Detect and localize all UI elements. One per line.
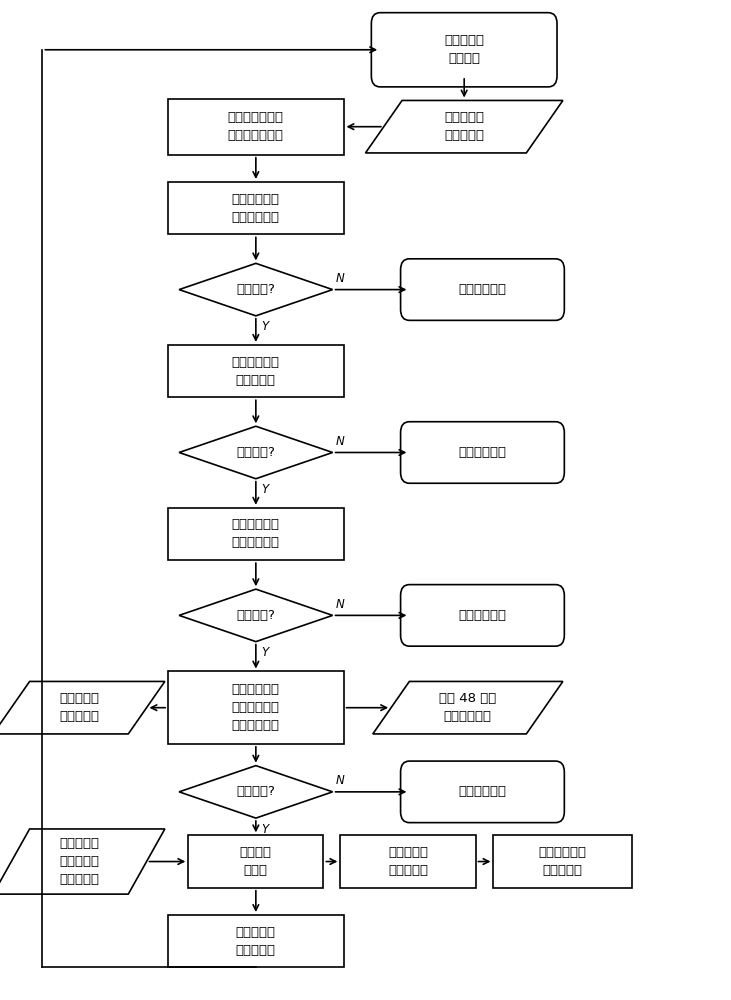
- Bar: [168, 508, 344, 560]
- Polygon shape: [0, 681, 164, 734]
- Bar: [341, 835, 476, 888]
- FancyBboxPatch shape: [401, 761, 564, 823]
- Text: 派发报错信息: 派发报错信息: [458, 785, 507, 798]
- Text: N: N: [336, 435, 344, 448]
- Text: 启动气象数值
预报模型运行: 启动气象数值 预报模型运行: [232, 518, 280, 549]
- Polygon shape: [0, 829, 164, 894]
- Bar: [168, 671, 344, 744]
- Text: 启动大气污染
气团扩散印痕
预报模型运行: 启动大气污染 气团扩散印痕 预报模型运行: [232, 683, 280, 732]
- Bar: [168, 99, 344, 155]
- Text: 生成当次预
报结果报告: 生成当次预 报结果报告: [236, 926, 276, 957]
- Text: 派发报错信息: 派发报错信息: [458, 609, 507, 622]
- Text: N: N: [336, 598, 344, 611]
- Polygon shape: [366, 100, 563, 153]
- Text: 新一次定时
预报模拟: 新一次定时 预报模拟: [444, 34, 484, 65]
- Bar: [493, 835, 632, 888]
- Text: N: N: [336, 272, 344, 285]
- FancyBboxPatch shape: [401, 585, 564, 646]
- Text: 启动数值模式气
象驱动资料下载: 启动数值模式气 象驱动资料下载: [228, 111, 284, 142]
- Text: 派发报错信息: 派发报错信息: [458, 283, 507, 296]
- Text: 生成建议管控
重点源名录: 生成建议管控 重点源名录: [539, 846, 587, 877]
- Text: 获得消息?: 获得消息?: [236, 446, 276, 459]
- Text: 派发驱动资料
获取完成消息: 派发驱动资料 获取完成消息: [232, 193, 280, 224]
- Text: 制作气象要
素预报场图: 制作气象要 素预报场图: [59, 692, 99, 723]
- FancyBboxPatch shape: [401, 422, 564, 483]
- Text: Y: Y: [262, 646, 269, 659]
- Bar: [168, 345, 344, 397]
- Text: 识别印痕区
域内重点源: 识别印痕区 域内重点源: [388, 846, 428, 877]
- Text: Y: Y: [262, 320, 269, 333]
- Text: 派发报错信息: 派发报错信息: [458, 446, 507, 459]
- Bar: [188, 835, 323, 888]
- Text: 获得消息?: 获得消息?: [236, 283, 276, 296]
- Text: N: N: [336, 774, 344, 787]
- Text: 获得消息?: 获得消息?: [236, 785, 276, 798]
- Text: 启动数据前处
理模块运行: 启动数据前处 理模块运行: [232, 356, 280, 387]
- Text: Y: Y: [262, 823, 269, 836]
- Text: 读取大气污
染源分析输
入空间数据: 读取大气污 染源分析输 入空间数据: [59, 837, 99, 886]
- Polygon shape: [373, 681, 563, 734]
- Text: 获得消息?: 获得消息?: [236, 609, 276, 622]
- FancyBboxPatch shape: [401, 259, 564, 320]
- Text: Y: Y: [262, 483, 269, 496]
- Text: 触发定时任
务调度模块: 触发定时任 务调度模块: [444, 111, 484, 142]
- Text: 制作 48 小时
气团印痕场图: 制作 48 小时 气团印痕场图: [439, 692, 496, 723]
- Polygon shape: [179, 766, 333, 818]
- Polygon shape: [179, 426, 333, 479]
- FancyBboxPatch shape: [371, 13, 557, 87]
- Bar: [168, 915, 344, 967]
- Polygon shape: [179, 263, 333, 316]
- Bar: [168, 182, 344, 234]
- Polygon shape: [179, 589, 333, 642]
- Text: 数据后处
理模块: 数据后处 理模块: [240, 846, 272, 877]
